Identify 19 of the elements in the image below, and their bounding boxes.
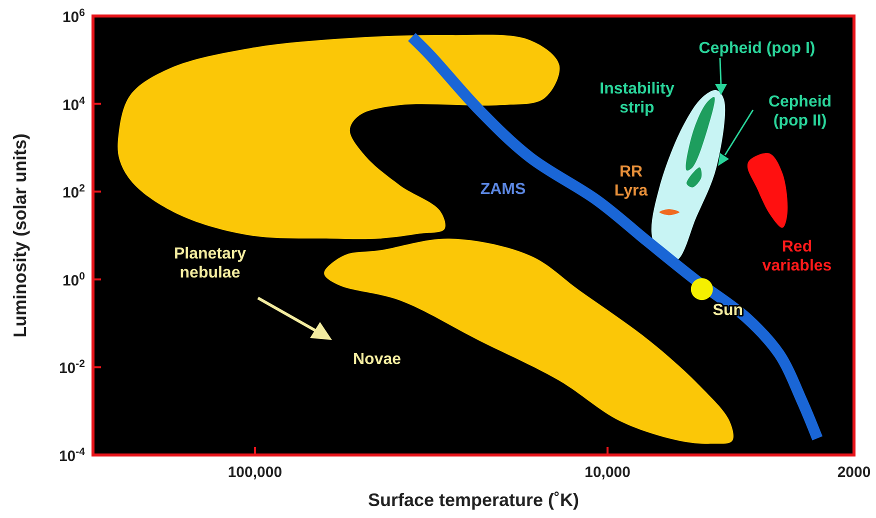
annotation: Planetary nebulae xyxy=(174,246,246,282)
y-tick-label: 10$^{6}$ xyxy=(62,7,86,26)
y-tick-label: 10$^{4}$ xyxy=(62,94,86,114)
annotation: Cepheid (pop II) xyxy=(768,94,832,130)
series-label: Instability strip xyxy=(600,80,674,116)
series-label: Red variables xyxy=(762,238,832,274)
x-tick-label: 2000 xyxy=(837,464,871,481)
series-label: ZAMS xyxy=(480,181,526,198)
x-tick-label: 100,000 xyxy=(228,464,282,481)
x-axis-title: Surface temperature (˚K) xyxy=(368,490,580,510)
series-label: RR Lyra xyxy=(614,164,648,200)
x-tick-label: 10,000 xyxy=(584,464,630,481)
annotation: Cepheid (pop I) xyxy=(698,40,816,57)
y-tick-label: 10$^{-2}$ xyxy=(58,358,86,378)
annotation: Novae xyxy=(352,351,402,368)
y-axis-title: Luminosity (solar units) xyxy=(10,133,30,338)
y-tick-label: 10$^{2}$ xyxy=(62,182,86,202)
y-tick-label: 10$^{0}$ xyxy=(62,270,86,290)
y-tick-label: 10$^{-4}$ xyxy=(58,446,86,465)
